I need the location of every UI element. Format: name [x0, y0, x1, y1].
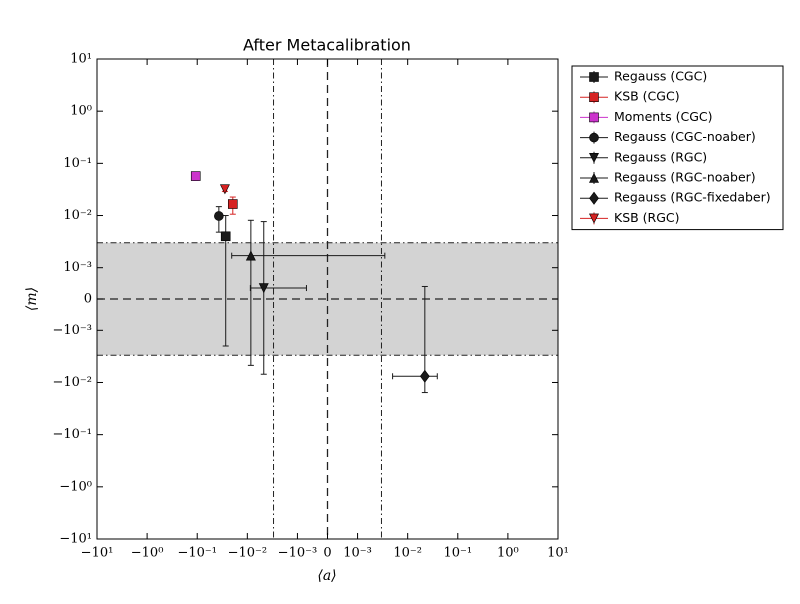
chart-title: After Metacalibration	[243, 36, 411, 55]
x-tick-label: 10⁻²	[393, 546, 422, 561]
legend-label: Moments (CGC)	[614, 109, 713, 124]
marker	[220, 231, 231, 242]
x-tick-label: −10⁻³	[278, 546, 318, 561]
y-tick-label: 10⁻²	[63, 208, 92, 223]
x-tick-label: 10⁻³	[343, 546, 372, 561]
legend-marker	[589, 92, 599, 102]
legend-label: Regauss (RGC-noaber)	[614, 170, 756, 185]
marker	[219, 184, 230, 195]
x-tick-label: −10⁻¹	[177, 546, 217, 561]
y-tick-label: −10⁰	[59, 479, 92, 494]
legend-marker	[589, 191, 599, 205]
x-tick-label: 10¹	[547, 546, 569, 561]
marker	[419, 369, 430, 383]
x-tick-label: 10⁰	[497, 546, 519, 561]
legend-marker	[589, 172, 599, 183]
marker	[227, 199, 238, 209]
x-tick-label: 0	[323, 546, 331, 561]
legend-marker	[589, 213, 599, 224]
legend-marker	[589, 153, 599, 163]
plot-frame	[96, 58, 559, 540]
y-tick-label: 10⁰	[70, 104, 92, 119]
legend-label: Regauss (RGC)	[614, 149, 707, 164]
legend-box	[571, 65, 784, 231]
legend-marker	[589, 112, 599, 123]
x-tick-label: −10¹	[81, 546, 114, 561]
legend-label: Regauss (CGC)	[614, 69, 707, 84]
legend-label: Regauss (CGC-noaber)	[614, 129, 756, 144]
marker	[258, 283, 269, 294]
y-tick-label: 0	[84, 292, 92, 307]
y-tick-label: −10⁻²	[52, 375, 92, 390]
marker	[190, 171, 201, 181]
x-tick-label: −10⁻²	[228, 546, 268, 561]
legend-marker	[589, 132, 599, 143]
y-tick-label: 10¹	[70, 52, 92, 67]
y-tick-label: 10⁻¹	[63, 156, 92, 171]
marker	[245, 250, 256, 261]
legend-label: KSB (RGC)	[614, 210, 680, 225]
x-tick-label: −10⁰	[131, 546, 164, 561]
x-tick-label: 10⁻¹	[443, 546, 472, 561]
y-axis-label: ⟨m⟩	[24, 287, 40, 311]
marker	[214, 211, 224, 221]
y-tick-label: −10⁻¹	[52, 427, 92, 442]
legend-marker	[589, 72, 599, 82]
y-tick-label: −10¹	[59, 532, 92, 547]
x-axis-label: ⟨a⟩	[317, 568, 336, 584]
y-tick-label: −10⁻³	[52, 323, 92, 338]
legend-label: KSB (CGC)	[614, 89, 680, 104]
y-tick-label: 10⁻³	[63, 260, 92, 275]
legend-label: Regauss (RGC-fixedaber)	[614, 190, 771, 205]
